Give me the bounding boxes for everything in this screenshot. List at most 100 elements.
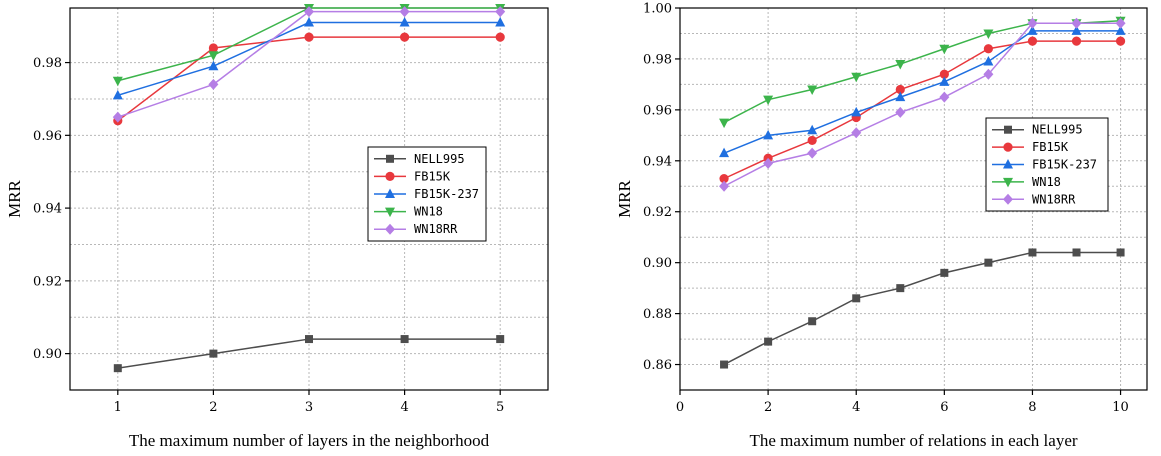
- data-point-nell995: [808, 317, 817, 326]
- x-tick-label: 5: [496, 400, 504, 415]
- legend-label-fb15k: FB15K: [1032, 140, 1069, 154]
- data-point-wn18: [851, 72, 862, 83]
- x-tick-label: 4: [852, 400, 860, 415]
- y-tick-label: 0.96: [33, 129, 62, 144]
- legend: NELL995 FB15K FB15K-237 WN18 WN18RR: [985, 117, 1109, 212]
- y-tick-label: 0.90: [643, 256, 672, 271]
- chart-relations: 0 2 4 6 8 10 0.86 0.88 0.90 0.92 0.94 0.96 0.98 1.00 T…: [615, 2, 1148, 450]
- data-point-nell995: [1116, 248, 1125, 257]
- data-point-wn18: [895, 60, 906, 70]
- legend-label-fb15k-237: FB15K-237: [414, 187, 479, 201]
- y-tick-label: 0.90: [33, 347, 62, 362]
- data-point-wn18rr: [208, 78, 219, 90]
- x-tick-label: 2: [764, 400, 772, 415]
- data-point-wn18rr: [1027, 17, 1038, 29]
- legend-label-wn18rr: WN18RR: [1032, 192, 1076, 206]
- data-point-fb15k-237: [939, 76, 950, 86]
- data-point-fb15k: [1027, 36, 1038, 46]
- legend-marker-wn18rr: [1003, 193, 1013, 205]
- data-point-wn18: [983, 29, 994, 39]
- x-tick-label: 1: [114, 400, 122, 415]
- series-line-wn18: [723, 19, 1121, 124]
- data-point-fb15k-237: [851, 106, 862, 117]
- data-point-wn18rr: [1071, 17, 1082, 29]
- data-point-fb15k: [1071, 36, 1082, 46]
- y-tick-label: 0.94: [643, 154, 672, 169]
- data-point-fb15k: [719, 174, 729, 184]
- data-point-nell995: [720, 360, 729, 369]
- x-tick-label: 0: [676, 400, 684, 415]
- data-point-fb15k-237: [983, 55, 994, 66]
- data-point-fb15k-237: [807, 124, 818, 135]
- series-fb15k-237: [112, 17, 506, 100]
- data-point-fb15k: [807, 135, 817, 146]
- data-point-fb15k: [895, 84, 905, 95]
- data-point-fb15k-237: [208, 60, 219, 71]
- data-point-fb15k-237: [1115, 25, 1126, 35]
- x-tick-label: 6: [940, 400, 948, 415]
- data-point-wn18rr: [399, 6, 410, 18]
- plot-frame: [679, 7, 1148, 391]
- legend-marker-wn18rr: [385, 223, 395, 235]
- legend-marker-fb15k-237: [1003, 159, 1013, 169]
- data-point-fb15k-237: [495, 17, 506, 27]
- data-point-nell995: [1072, 248, 1081, 257]
- legend-label-wn18: WN18: [414, 205, 443, 219]
- legend-marker-nell995: [1004, 125, 1012, 134]
- data-point-wn18rr: [763, 157, 774, 169]
- data-point-wn18: [112, 76, 123, 87]
- data-point-fb15k: [495, 32, 505, 42]
- data-point-nell995: [940, 268, 949, 277]
- y-tick-label: 0.96: [643, 103, 672, 118]
- data-point-wn18: [807, 85, 818, 95]
- data-point-fb15k: [939, 69, 949, 79]
- data-point-fb15k-237: [719, 147, 730, 158]
- y-tick-label: 0.88: [643, 307, 672, 322]
- data-point-fb15k-237: [112, 89, 123, 100]
- data-point-wn18rr: [983, 68, 994, 80]
- x-axis-label: The maximum number of layers in the neig…: [129, 431, 490, 450]
- y-tick-label: 1.00: [643, 2, 672, 17]
- data-point-nell995: [305, 335, 313, 344]
- data-point-wn18: [939, 44, 950, 55]
- data-point-wn18rr: [1115, 17, 1126, 29]
- data-point-fb15k: [304, 32, 314, 42]
- series-wn18rr: [112, 6, 506, 123]
- y-axis-label: MRR: [615, 179, 634, 217]
- series-fb15k-237: [719, 25, 1126, 158]
- data-point-nell995: [852, 294, 861, 303]
- data-point-wn18: [719, 118, 730, 129]
- series-fb15k: [113, 32, 505, 126]
- series-line-nell995: [723, 251, 1121, 366]
- legend-marker-fb15k: [385, 171, 395, 181]
- x-tick-label: 2: [209, 400, 217, 415]
- legend-label-fb15k-237: FB15K-237: [1032, 158, 1097, 172]
- legend: NELL995 FB15K FB15K-237 WN18 WN18RR: [367, 146, 487, 242]
- y-tick-label: 0.94: [33, 202, 62, 217]
- legend-marker-wn18: [385, 207, 395, 218]
- x-tick-label: 10: [1112, 400, 1129, 415]
- data-point-nell995: [764, 337, 773, 346]
- data-point-fb15k: [400, 32, 410, 42]
- data-point-fb15k-237: [399, 17, 410, 27]
- y-tick-label: 0.86: [643, 358, 672, 373]
- data-point-nell995: [496, 335, 505, 344]
- data-point-nell995: [896, 284, 905, 293]
- legend-marker-fb15k-237: [385, 188, 395, 198]
- x-axis-label: The maximum number of relations in each …: [749, 431, 1077, 450]
- x-tick-label: 8: [1028, 400, 1036, 415]
- data-point-fb15k-237: [1027, 25, 1038, 35]
- y-tick-label: 0.98: [33, 56, 62, 71]
- legend-label-wn18: WN18: [1032, 175, 1061, 189]
- y-tick-label: 0.92: [33, 274, 62, 289]
- series-nell995: [720, 248, 1125, 369]
- data-point-fb15k-237: [1071, 25, 1082, 35]
- legend-marker-wn18: [1003, 177, 1013, 188]
- data-point-wn18rr: [112, 111, 123, 123]
- data-point-wn18: [763, 95, 774, 106]
- data-point-fb15k-237: [763, 129, 774, 140]
- series-line-fb15k: [723, 40, 1121, 180]
- legend-label-fb15k: FB15K: [414, 169, 451, 183]
- data-point-fb15k: [1115, 36, 1126, 46]
- data-point-nell995: [113, 364, 122, 373]
